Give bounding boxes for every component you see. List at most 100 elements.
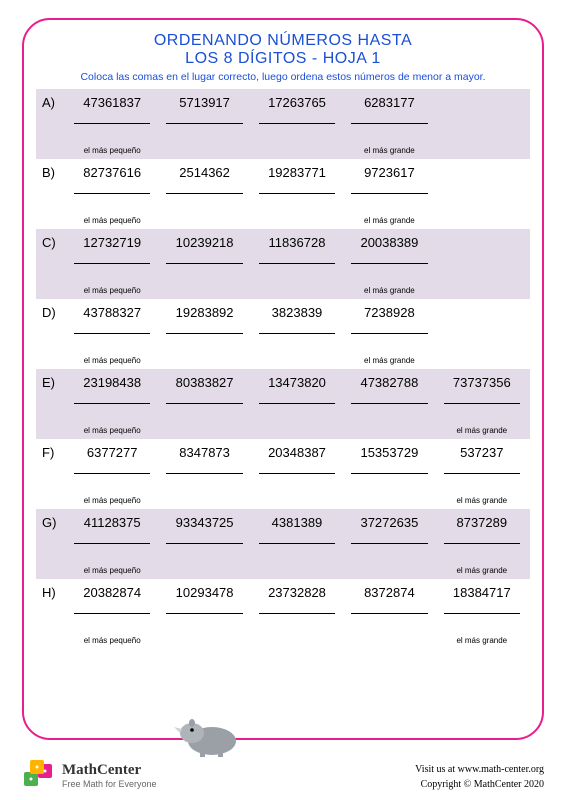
answer-blank: el más grande <box>343 324 435 365</box>
number-cell: 6377277 <box>66 443 158 462</box>
answer-blank <box>251 254 343 295</box>
answer-blank <box>158 604 250 645</box>
row-label: F) <box>38 443 66 460</box>
answer-blank <box>251 394 343 435</box>
instruction-text: Coloca las comas en el lugar correcto, l… <box>36 71 530 83</box>
largest-label: el más grande <box>343 356 435 365</box>
number-cell <box>436 233 528 237</box>
answer-row: el más pequeño el más grande <box>36 114 530 159</box>
smallest-label: el más pequeño <box>66 356 158 365</box>
page-footer: MathCenter Free Math for Everyone Visit … <box>22 744 544 792</box>
answer-blank: el más grande <box>436 534 528 575</box>
largest-label: el más grande <box>343 286 435 295</box>
number-cell: 20382874 <box>66 583 158 602</box>
number-cell: 10293478 <box>158 583 250 602</box>
answer-blank: el más grande <box>343 254 435 295</box>
problem-row: D)437883271928389238238397238928 <box>36 299 530 324</box>
number-cell: 9723617 <box>343 163 435 182</box>
largest-label: el más grande <box>343 146 435 155</box>
answer-row: el más pequeño el más grande <box>36 394 530 439</box>
answer-blank <box>158 534 250 575</box>
smallest-label: el más pequeño <box>66 146 158 155</box>
number-cell: 11836728 <box>251 233 343 252</box>
number-cell: 10239218 <box>158 233 250 252</box>
answer-blank: el más pequeño <box>66 534 158 575</box>
number-cell: 2514362 <box>158 163 250 182</box>
dice-icon <box>22 758 56 792</box>
rows-container: A)473618375713917172637656283177el más p… <box>36 89 530 649</box>
answer-blank: el más pequeño <box>66 394 158 435</box>
largest-label: el más grande <box>436 426 528 435</box>
number-cell: 23732828 <box>251 583 343 602</box>
answer-row: el más pequeño el más grande <box>36 254 530 299</box>
smallest-label: el más pequeño <box>66 216 158 225</box>
answer-blank: el más grande <box>436 604 528 645</box>
answer-blank <box>251 324 343 365</box>
answer-blank <box>343 394 435 435</box>
number-cell: 82737616 <box>66 163 158 182</box>
brand-text: MathCenter Free Math for Everyone <box>62 762 157 789</box>
largest-label: el más grande <box>436 636 528 645</box>
smallest-label: el más pequeño <box>66 426 158 435</box>
answer-blank: el más pequeño <box>66 254 158 295</box>
answer-blank <box>158 114 250 155</box>
title-line-1: ORDENANDO NÚMEROS HASTA <box>36 32 530 50</box>
number-cell: 20348387 <box>251 443 343 462</box>
number-cell: 20038389 <box>343 233 435 252</box>
footer-right: Visit us at www.math-center.org Copyrigh… <box>415 762 544 792</box>
number-cell: 18384717 <box>436 583 528 602</box>
number-cell: 19283771 <box>251 163 343 182</box>
answer-blank: el más pequeño <box>66 324 158 365</box>
number-cell <box>436 163 528 167</box>
answer-blank <box>343 534 435 575</box>
row-label: C) <box>38 233 66 250</box>
answer-blank <box>251 534 343 575</box>
answer-row: el más pequeño el más grande <box>36 184 530 229</box>
answer-blank <box>158 324 250 365</box>
row-label: D) <box>38 303 66 320</box>
answer-blank: el más grande <box>436 394 528 435</box>
number-cell: 19283892 <box>158 303 250 322</box>
problem-row: C)12732719102392181183672820038389 <box>36 229 530 254</box>
row-label: H) <box>38 583 66 600</box>
answer-blank <box>251 114 343 155</box>
number-cell: 15353729 <box>343 443 435 462</box>
number-cell: 8347873 <box>158 443 250 462</box>
answer-blank <box>343 464 435 505</box>
number-cell: 8737289 <box>436 513 528 532</box>
problem-row: B)827376162514362192837719723617 <box>36 159 530 184</box>
answer-blank <box>436 114 528 155</box>
number-cell: 4381389 <box>251 513 343 532</box>
largest-label: el más grande <box>343 216 435 225</box>
number-cell: 7238928 <box>343 303 435 322</box>
answer-row: el más pequeño el más grande <box>36 464 530 509</box>
answer-blank <box>251 604 343 645</box>
answer-blank: el más pequeño <box>66 604 158 645</box>
brand-name: MathCenter <box>62 762 157 779</box>
number-cell: 41128375 <box>66 513 158 532</box>
problem-row: H)20382874102934782373282883728741838471… <box>36 579 530 604</box>
number-cell: 37272635 <box>343 513 435 532</box>
answer-blank: el más grande <box>436 464 528 505</box>
smallest-label: el más pequeño <box>66 566 158 575</box>
number-cell: 80383827 <box>158 373 250 392</box>
number-cell <box>436 303 528 307</box>
answer-blank <box>251 464 343 505</box>
brand-tagline: Free Math for Everyone <box>62 779 157 789</box>
brand-block: MathCenter Free Math for Everyone <box>22 758 157 792</box>
number-cell: 47382788 <box>343 373 435 392</box>
number-cell: 12732719 <box>66 233 158 252</box>
number-cell: 3823839 <box>251 303 343 322</box>
answer-row: el más pequeño el más grande <box>36 604 530 649</box>
number-cell <box>436 93 528 97</box>
problem-row: F)637727783478732034838715353729537237 <box>36 439 530 464</box>
copyright-text: Copyright © MathCenter 2020 <box>415 777 544 792</box>
row-label: E) <box>38 373 66 390</box>
worksheet-frame: ORDENANDO NÚMEROS HASTA LOS 8 DÍGITOS - … <box>22 18 544 740</box>
smallest-label: el más pequeño <box>66 636 158 645</box>
answer-blank <box>251 184 343 225</box>
smallest-label: el más pequeño <box>66 286 158 295</box>
number-cell: 6283177 <box>343 93 435 112</box>
number-cell: 47361837 <box>66 93 158 112</box>
answer-blank: el más pequeño <box>66 184 158 225</box>
